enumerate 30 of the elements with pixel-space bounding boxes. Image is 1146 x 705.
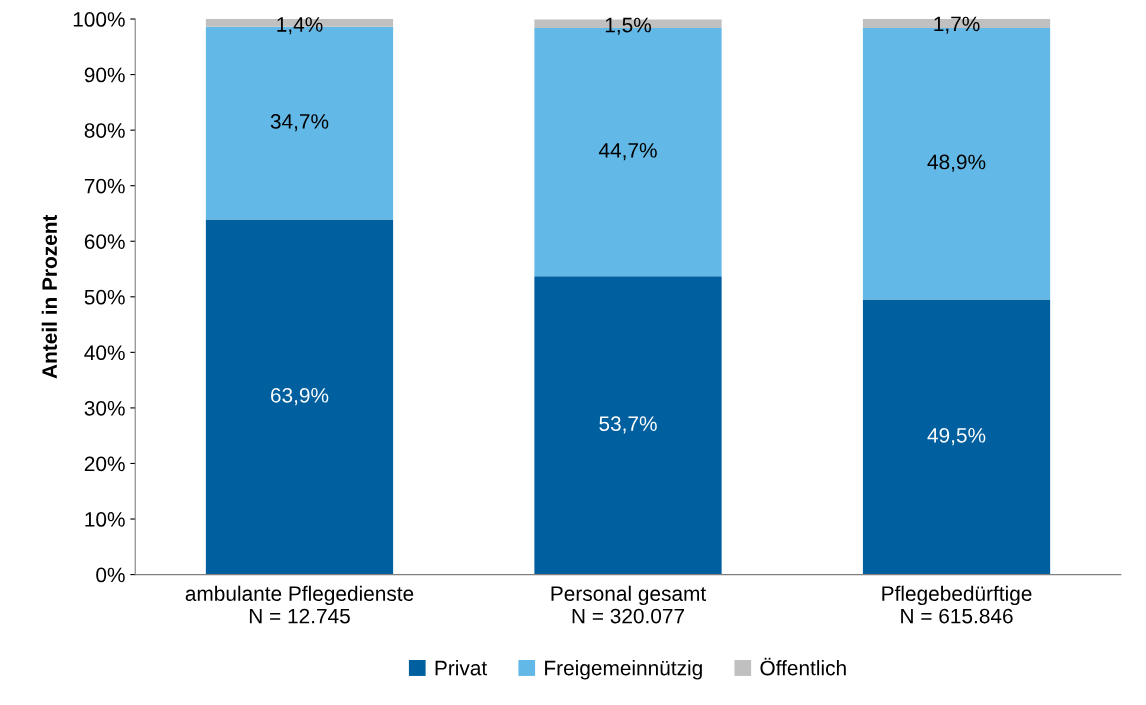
x-tick-label: Personal gesamt N = 320.077 (551, 585, 707, 624)
data-label: 44,7% (598, 143, 657, 161)
y-tick-label: 60% (84, 234, 125, 249)
legend-label: Öffentlich (760, 657, 846, 676)
y-tick-label: 100% (73, 12, 125, 27)
y-tick-label: 10% (85, 512, 125, 527)
bar (534, 276, 722, 575)
y-tick-label: 90% (84, 67, 125, 83)
legend-label: Freigemeinnützig (545, 660, 702, 680)
data-label: 1,7% (934, 16, 980, 34)
data-label: 1,4% (277, 17, 323, 35)
bar (862, 299, 1051, 575)
data-label: 48,9% (927, 154, 986, 172)
y-tick-label: 40% (84, 345, 125, 361)
y-tick-label: 20% (84, 456, 125, 472)
data-label: 49,5% (927, 427, 986, 446)
data-label: 34,7% (270, 114, 329, 132)
y-tick-label: 30% (84, 400, 125, 416)
y-tick-label: 50% (84, 289, 125, 305)
y-tick-label: 70% (84, 178, 125, 194)
y-tick-label: 80% (84, 123, 125, 138)
data-label: 63,9% (271, 387, 329, 406)
y-axis-title: Anteil in Prozent (41, 214, 57, 379)
data-label: 53,7% (599, 416, 657, 434)
y-tick-label: 0% (96, 567, 125, 583)
data-label: 1,5% (605, 17, 652, 35)
x-tick-label: Pflegebedürftige N = 615.846 (882, 585, 1032, 624)
x-tick-label: ambulante Pflegedienste N = 12.745 (185, 585, 414, 624)
legend-label: Privat (435, 660, 488, 676)
bar (205, 219, 394, 575)
